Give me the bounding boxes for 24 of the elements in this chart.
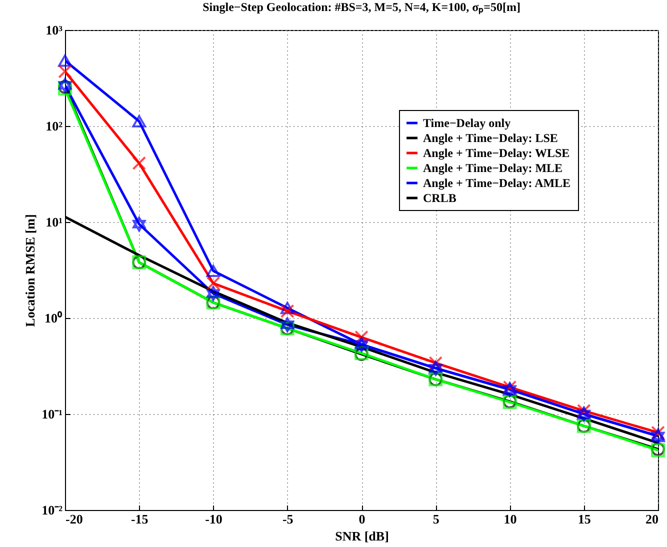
legend-label: Angle + Time−Delay: MLE xyxy=(423,161,563,175)
x-tick-label: 0 xyxy=(358,512,366,526)
x-tick-label: -15 xyxy=(130,512,149,526)
x-tick-label: 15 xyxy=(578,512,592,526)
legend-label: Angle + Time−Delay: LSE xyxy=(423,131,558,145)
legend-label: Time−Delay only xyxy=(423,116,511,130)
legend-label: Angle + Time−Delay: WLSE xyxy=(423,146,570,160)
y-tick-label: 10⁰ xyxy=(44,310,62,326)
y-tick-label: 10¹ xyxy=(46,214,63,230)
legend-label: CRLB xyxy=(423,191,456,205)
x-tick-label: -5 xyxy=(282,512,294,526)
x-tick-label: 5 xyxy=(432,512,440,526)
y-tick-label: 10² xyxy=(46,118,63,134)
x-tick-label: -10 xyxy=(205,512,222,526)
x-tick-label: 20 xyxy=(646,512,658,526)
x-tick-label: 10 xyxy=(504,512,517,526)
legend-label: Angle + Time−Delay: AMLE xyxy=(423,176,571,190)
y-tick-label: 10⁻¹ xyxy=(42,406,63,422)
x-axis-title: SNR [dB] xyxy=(335,528,389,544)
y-axis-title: Location RMSE [m] xyxy=(22,214,38,327)
chart-title: Single−Step Geolocation: #BS=3, M=5, N=4, K=100, σₚ=50[m] xyxy=(202,0,520,15)
x-tick-label: -20 xyxy=(66,512,83,526)
y-tick-label: 10³ xyxy=(46,22,63,38)
y-tick-label: 10⁻² xyxy=(42,502,63,518)
